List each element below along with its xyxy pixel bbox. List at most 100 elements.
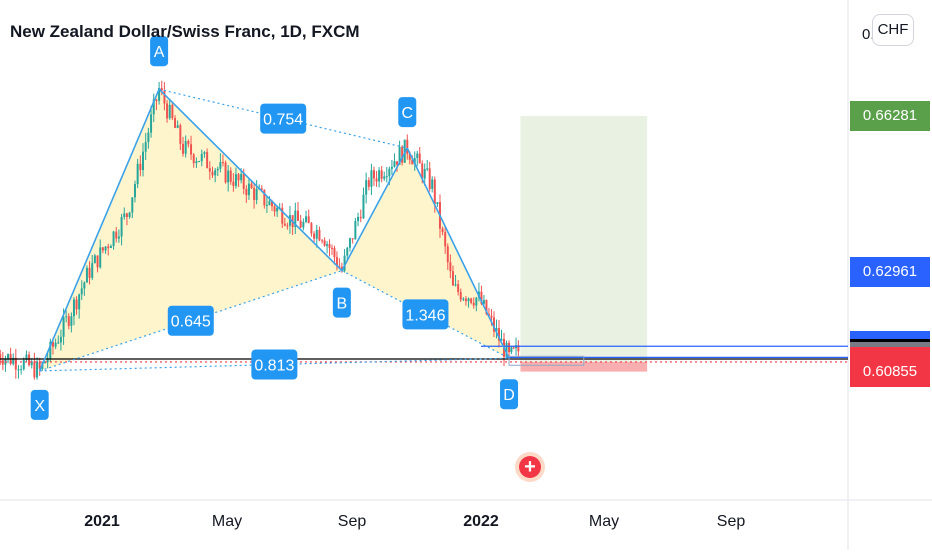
candle-body [396, 161, 399, 165]
candle-body [253, 188, 256, 200]
ratio-label-bg [402, 299, 449, 330]
candle-body [380, 170, 383, 179]
candle-body [117, 236, 120, 239]
candle-body [328, 244, 331, 248]
candle-body [85, 267, 88, 283]
candle-body [401, 146, 404, 163]
candle-body [104, 246, 107, 251]
candle-body [131, 197, 134, 213]
candle-body [133, 184, 136, 198]
price-axis-badge: 0.60855 [850, 356, 930, 387]
candle-body [408, 153, 411, 160]
candle-body [14, 357, 17, 370]
x-tick-may-2022: May [588, 513, 620, 530]
candle-body [281, 207, 284, 224]
add-alert-button[interactable]: + [515, 452, 545, 482]
candle-body [109, 245, 112, 249]
candle-body [433, 179, 436, 205]
candle-body [508, 342, 511, 353]
candle-body [192, 154, 195, 164]
candle-body [54, 342, 57, 347]
candle-body [96, 255, 99, 268]
candle-body [418, 153, 421, 164]
candle-body [112, 231, 115, 246]
candle-body [158, 88, 161, 101]
currency-button[interactable]: CHF [872, 14, 914, 46]
candle-body [378, 170, 381, 182]
chart-title: New Zealand Dollar/Swiss Franc, 1D, FXCM [10, 22, 360, 41]
candle-body [25, 354, 28, 361]
candle-body [268, 201, 271, 206]
candle-body [265, 205, 268, 207]
candle-body [115, 231, 118, 239]
candle-body [351, 238, 354, 240]
candle-body [224, 162, 227, 183]
candle-body [426, 168, 429, 170]
candle-body [517, 345, 520, 352]
candle-body [383, 176, 386, 179]
candle-body [176, 125, 179, 128]
candle-body [372, 170, 375, 179]
candle-body [190, 144, 193, 155]
candle-body [184, 141, 187, 154]
plus-icon: + [519, 456, 541, 478]
stop-zone [520, 361, 648, 372]
candle-body [12, 357, 15, 364]
pattern-leg [406, 147, 510, 359]
candle-body [28, 354, 31, 366]
candle-body [78, 294, 81, 310]
candle-body [321, 240, 324, 242]
candle-body [480, 291, 483, 304]
candle-body [348, 238, 351, 248]
candle-body [413, 158, 416, 165]
candle-body [444, 232, 447, 247]
candle-body [472, 302, 475, 306]
candle-body [462, 298, 465, 300]
candle-body [271, 201, 274, 207]
candle-body [436, 202, 439, 205]
candle-body [263, 189, 266, 206]
candle-body [65, 316, 68, 318]
candle-body [101, 247, 104, 251]
candle-body [237, 174, 240, 181]
candle-body [214, 170, 217, 176]
pattern-diagonal [341, 270, 510, 359]
candle-body [485, 300, 488, 315]
candle-body [147, 132, 150, 143]
candle-body [142, 151, 145, 171]
candle-body [83, 282, 86, 289]
candle-body [203, 152, 206, 154]
candle-body [310, 223, 313, 234]
candle-body [346, 247, 349, 256]
candle-body [459, 291, 462, 300]
candle-body [80, 288, 83, 295]
candle-body [33, 361, 36, 378]
candle-body [307, 216, 310, 224]
ratio-label: 0.754 [263, 112, 303, 129]
candle-body [302, 221, 305, 228]
candle-body [487, 314, 490, 316]
candle-body [333, 248, 336, 258]
candle-body [294, 210, 297, 227]
candle-body [318, 229, 321, 241]
candle-body [255, 188, 258, 200]
candle-body [431, 179, 434, 189]
point-label-x: X [34, 398, 45, 415]
candle-body [276, 207, 279, 212]
candle-body [163, 90, 166, 104]
point-label-d: D [503, 387, 515, 404]
candle-body [288, 215, 291, 226]
candle-body [168, 104, 171, 119]
candle-body [144, 142, 147, 152]
candle-body [457, 284, 460, 292]
candle-body [166, 103, 169, 119]
point-label-b: B [337, 296, 348, 313]
candle-body [7, 354, 10, 359]
target-zone [520, 116, 648, 362]
candle-body [367, 180, 370, 187]
candle-body [51, 341, 54, 347]
candle-body [221, 162, 224, 164]
candle-body [219, 162, 222, 169]
candle-body [179, 125, 182, 144]
